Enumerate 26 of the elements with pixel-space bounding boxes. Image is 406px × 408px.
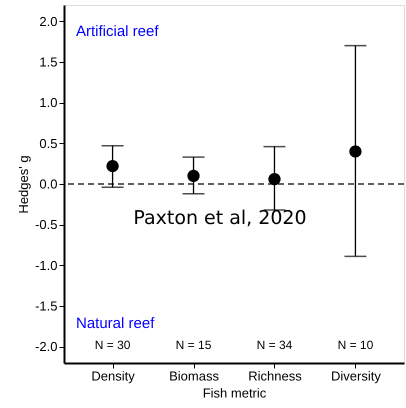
point [268, 173, 281, 186]
annotation: Paxton et al, 2020 [133, 207, 307, 229]
annotation: N = 34 [256, 338, 293, 352]
y-tick-label: 2.0 [39, 14, 58, 29]
point [349, 145, 362, 158]
x-axis-title: Fish metric [202, 386, 267, 400]
annotation: N = 15 [176, 338, 212, 352]
annotation: N = 30 [94, 338, 131, 352]
y-axis-title: Hedges' g [16, 155, 32, 214]
x-tick-label: Richness [248, 368, 302, 384]
x-tick-label: Biomass [169, 368, 220, 384]
x-tick-label: Diversity [331, 368, 382, 384]
point [106, 160, 119, 172]
y-tick-label: -0.5 [35, 217, 58, 232]
annotation: Natural reef [76, 315, 156, 332]
annotation: N = 10 [338, 338, 374, 352]
x-tick-label: Density [91, 368, 136, 384]
y-tick-label: -2.0 [35, 339, 58, 354]
y-tick-label: 0.5 [39, 136, 58, 151]
point [187, 170, 200, 182]
y-tick-label: 0.0 [39, 176, 58, 192]
y-tick-label: 1.0 [39, 95, 58, 110]
y-tick-label: 1.5 [39, 54, 58, 70]
annotation: Artificial reef [76, 23, 160, 40]
y-tick-label: -1.0 [35, 258, 58, 273]
y-tick-label: -1.5 [35, 298, 58, 314]
